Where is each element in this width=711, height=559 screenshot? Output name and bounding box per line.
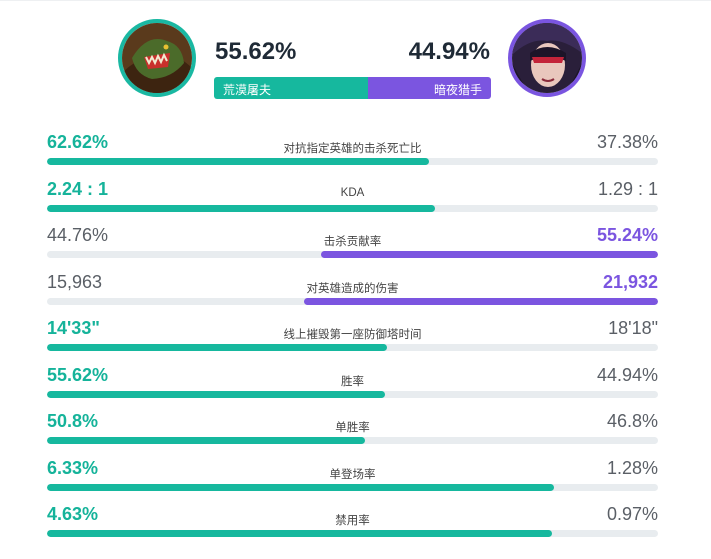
- stat-label: 对英雄造成的伤害: [306, 282, 399, 295]
- stat-label: 对抗指定英雄的击杀死亡比: [283, 143, 422, 155]
- left-win-percent: 55.62%: [215, 38, 297, 65]
- stat-row: 50.8% 单胜率 46.8%: [46, 405, 659, 452]
- stat-label: 胜率: [341, 375, 364, 388]
- stat-left-value: 50.8%: [47, 411, 99, 431]
- matchup-share-bar: 荒漠屠夫 暗夜猎手: [214, 77, 491, 99]
- stat-left-value: 15,963: [47, 271, 103, 292]
- stat-bar-track: [47, 251, 658, 258]
- stat-left-value: 62.62%: [47, 132, 109, 152]
- champion-avatar-left[interactable]: [118, 19, 196, 97]
- stat-right-value: 37.38%: [596, 132, 658, 152]
- stat-right-value: 1.29 : 1: [597, 178, 658, 199]
- stat-bar-track: [47, 390, 658, 398]
- stat-row: 4.63% 禁用率 0.97%: [46, 498, 659, 545]
- stat-left-value: 2.24 : 1: [47, 178, 109, 199]
- stat-row: 55.62% 胜率 44.94%: [46, 359, 659, 406]
- stat-bar-fill: [47, 158, 430, 165]
- stat-bar-fill: [304, 297, 658, 305]
- stat-bar-fill: [47, 344, 388, 351]
- stat-right-value: 1.28%: [606, 457, 658, 478]
- stat-label: KDA: [340, 186, 365, 199]
- stat-right-value: 21,932: [602, 271, 658, 292]
- stat-bar-fill: [47, 390, 385, 398]
- renekton-portrait-icon: [122, 23, 192, 93]
- champion-avatar-right[interactable]: [508, 19, 586, 97]
- stat-label: 单胜率: [335, 422, 370, 434]
- stat-bar-track: [47, 204, 658, 212]
- stats-comparison-list: 62.62% 对抗指定英雄的击杀死亡比 37.38% 2.24 : 1 KDA 1.29 …: [46, 126, 659, 545]
- stat-left-value: 4.63%: [47, 504, 99, 524]
- stat-right-value: 55.24%: [596, 225, 658, 245]
- stat-row: 6.33% 单登场率 1.28%: [46, 452, 659, 499]
- stat-label: 禁用率: [335, 515, 370, 527]
- stat-row: 44.76% 击杀贡献率 55.24%: [46, 219, 659, 266]
- stat-right-value: 0.97%: [606, 504, 658, 524]
- stat-bar-track: [47, 437, 658, 444]
- matchup-header: 55.62% 44.94% 荒漠屠夫 暗夜猎手: [0, 0, 711, 110]
- left-champion-name[interactable]: 荒漠屠夫: [223, 83, 272, 97]
- stat-left-value: 6.33%: [47, 457, 99, 478]
- stat-bar-fill: [320, 251, 658, 258]
- stat-bar-fill: [47, 530, 553, 537]
- stat-bar-track: [47, 483, 658, 491]
- stat-bar-track: [47, 344, 658, 351]
- vayne-portrait-icon: [512, 23, 582, 93]
- stat-right-value: 18'18": [608, 318, 658, 338]
- stat-bar-track: [47, 530, 658, 537]
- stat-row: 14'33" 线上摧毁第一座防御塔时间 18'18": [46, 312, 659, 359]
- stat-label: 单登场率: [329, 468, 376, 481]
- stat-right-value: 46.8%: [606, 411, 658, 431]
- stat-right-value: 44.94%: [596, 364, 658, 385]
- right-win-percent: 44.94%: [408, 38, 490, 65]
- stat-bar-fill: [47, 483, 555, 491]
- right-champion-name[interactable]: 暗夜猎手: [433, 83, 482, 97]
- stat-bar-fill: [47, 437, 365, 444]
- stat-row: 62.62% 对抗指定英雄的击杀死亡比 37.38%: [46, 126, 659, 173]
- left-share-segment: 荒漠屠夫: [214, 77, 369, 99]
- stat-left-value: 14'33": [47, 318, 100, 338]
- stat-left-value: 44.76%: [47, 225, 109, 245]
- stat-row: 2.24 : 1 KDA 1.29 : 1: [46, 173, 659, 220]
- stat-label: 击杀贡献率: [323, 236, 382, 248]
- stat-bar-track: [47, 297, 658, 305]
- stat-left-value: 55.62%: [47, 364, 109, 385]
- top-divider: [0, 0, 711, 4]
- stat-row: 15,963 对英雄造成的伤害 21,932: [46, 266, 659, 313]
- right-share-segment: 暗夜猎手: [368, 77, 491, 99]
- stat-bar-fill: [47, 204, 435, 212]
- stat-bar-track: [47, 158, 658, 165]
- stat-label: 线上摧毁第一座防御塔时间: [283, 329, 422, 341]
